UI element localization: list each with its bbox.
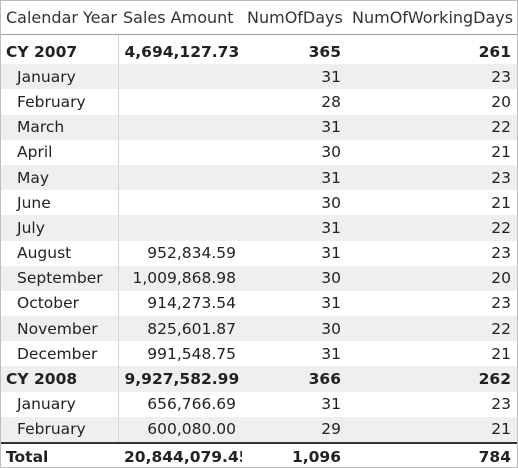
cell: 23 xyxy=(491,294,511,313)
cell: 23 xyxy=(347,164,517,191)
cell xyxy=(118,114,242,140)
total-row: Total 20,844,079.45 1,096 784 xyxy=(1,442,517,467)
cell xyxy=(118,164,242,191)
cell: 20 xyxy=(347,265,517,291)
cell: 9,927,582.99 xyxy=(118,366,242,392)
cell: 1,009,868.98 xyxy=(118,265,242,291)
cell: 914,273.54 xyxy=(147,294,236,313)
cell: 21 xyxy=(347,416,517,443)
cell: 23 xyxy=(347,64,517,90)
detail-row: January 31 23 xyxy=(1,64,517,90)
cell: 784 xyxy=(347,442,517,467)
cell: April xyxy=(1,139,119,165)
cell: 262 xyxy=(347,366,517,392)
column-header: Calendar Year xyxy=(1,1,118,35)
cell xyxy=(118,190,242,215)
cell: 366 xyxy=(242,366,347,392)
cell xyxy=(118,140,242,165)
cell: August xyxy=(1,240,119,266)
cell: 30 xyxy=(321,193,341,212)
cell: 29 xyxy=(242,416,347,443)
column-header: NumOfWorkingDays xyxy=(347,1,517,35)
cell xyxy=(118,215,242,241)
cell: 22 xyxy=(347,215,517,241)
detail-row: November 825,601.87 30 22 xyxy=(1,316,517,342)
group-row: CY 2007 4,694,127.73 365 261 xyxy=(1,34,517,65)
cell: 656,766.69 xyxy=(147,395,236,414)
cell: 31 xyxy=(321,244,341,263)
cell: 23 xyxy=(491,244,511,263)
cell: 825,601.87 xyxy=(118,316,242,342)
cell: Total xyxy=(1,442,118,467)
detail-row: June 30 21 xyxy=(1,190,517,216)
cell xyxy=(118,64,242,90)
cell: 20 xyxy=(491,92,511,111)
cell: 30 xyxy=(242,265,347,291)
cell: CY 2008 xyxy=(1,366,119,392)
column-header: Sales Amount xyxy=(118,1,242,35)
cell: October xyxy=(1,290,119,317)
cell: 21 xyxy=(491,143,511,162)
detail-row: February 28 20 xyxy=(1,89,517,115)
cell: 261 xyxy=(478,42,511,61)
detail-row: April 30 21 xyxy=(1,139,517,165)
cell: February xyxy=(1,416,119,443)
cell: 31 xyxy=(321,395,341,414)
cell: 31 xyxy=(321,344,341,363)
cell: 22 xyxy=(347,114,517,140)
cell xyxy=(118,89,242,114)
cell: 30 xyxy=(242,316,347,342)
column-header: NumOfDays xyxy=(242,1,347,35)
group-row: CY 2008 9,927,582.99 366 262 xyxy=(1,366,517,392)
cell: 600,080.00 xyxy=(118,416,242,443)
detail-row: July 31 22 xyxy=(1,215,517,241)
cell: 31 xyxy=(242,164,347,191)
detail-row: August 952,834.59 31 23 xyxy=(1,240,517,266)
cell: January xyxy=(1,391,119,417)
cell: 21 xyxy=(491,193,511,212)
cell: May xyxy=(1,164,119,191)
cell: 4,694,127.73 xyxy=(124,42,240,61)
cell: 952,834.59 xyxy=(147,244,236,263)
cell: March xyxy=(1,114,119,140)
cell: 23 xyxy=(491,395,511,414)
cell: 365 xyxy=(308,42,341,61)
cell: February xyxy=(1,89,119,115)
cell: CY 2007 xyxy=(1,34,119,65)
detail-row: September 1,009,868.98 30 20 xyxy=(1,265,517,291)
cell: 20,844,079.45 xyxy=(118,442,242,467)
cell: July xyxy=(1,215,119,241)
cell: November xyxy=(1,316,119,342)
table-body: CY 2007 4,694,127.73 365 261 January 31 23 Febr… xyxy=(1,34,517,467)
detail-row: October 914,273.54 31 23 xyxy=(1,290,517,317)
cell: 30 xyxy=(321,143,341,162)
detail-row: May 31 23 xyxy=(1,164,517,191)
cell: 31 xyxy=(242,64,347,90)
cell: 991,548.75 xyxy=(147,344,236,363)
cell: 22 xyxy=(347,316,517,342)
detail-row: January 656,766.69 31 23 xyxy=(1,391,517,417)
cell: 31 xyxy=(242,114,347,140)
cell: 31 xyxy=(242,215,347,241)
cell: June xyxy=(1,190,119,216)
detail-row: December 991,548.75 31 21 xyxy=(1,341,517,367)
cell: January xyxy=(1,64,119,90)
header-row: Calendar Year Sales Amount NumOfDays NumOfW… xyxy=(1,1,517,35)
cell: 28 xyxy=(321,92,341,111)
detail-row: February 600,080.00 29 21 xyxy=(1,416,517,443)
cell: 21 xyxy=(491,344,511,363)
cell: 31 xyxy=(321,294,341,313)
detail-row: March 31 22 xyxy=(1,114,517,140)
cell: September xyxy=(1,265,119,291)
cell: December xyxy=(1,341,119,367)
cell: 1,096 xyxy=(242,442,347,467)
